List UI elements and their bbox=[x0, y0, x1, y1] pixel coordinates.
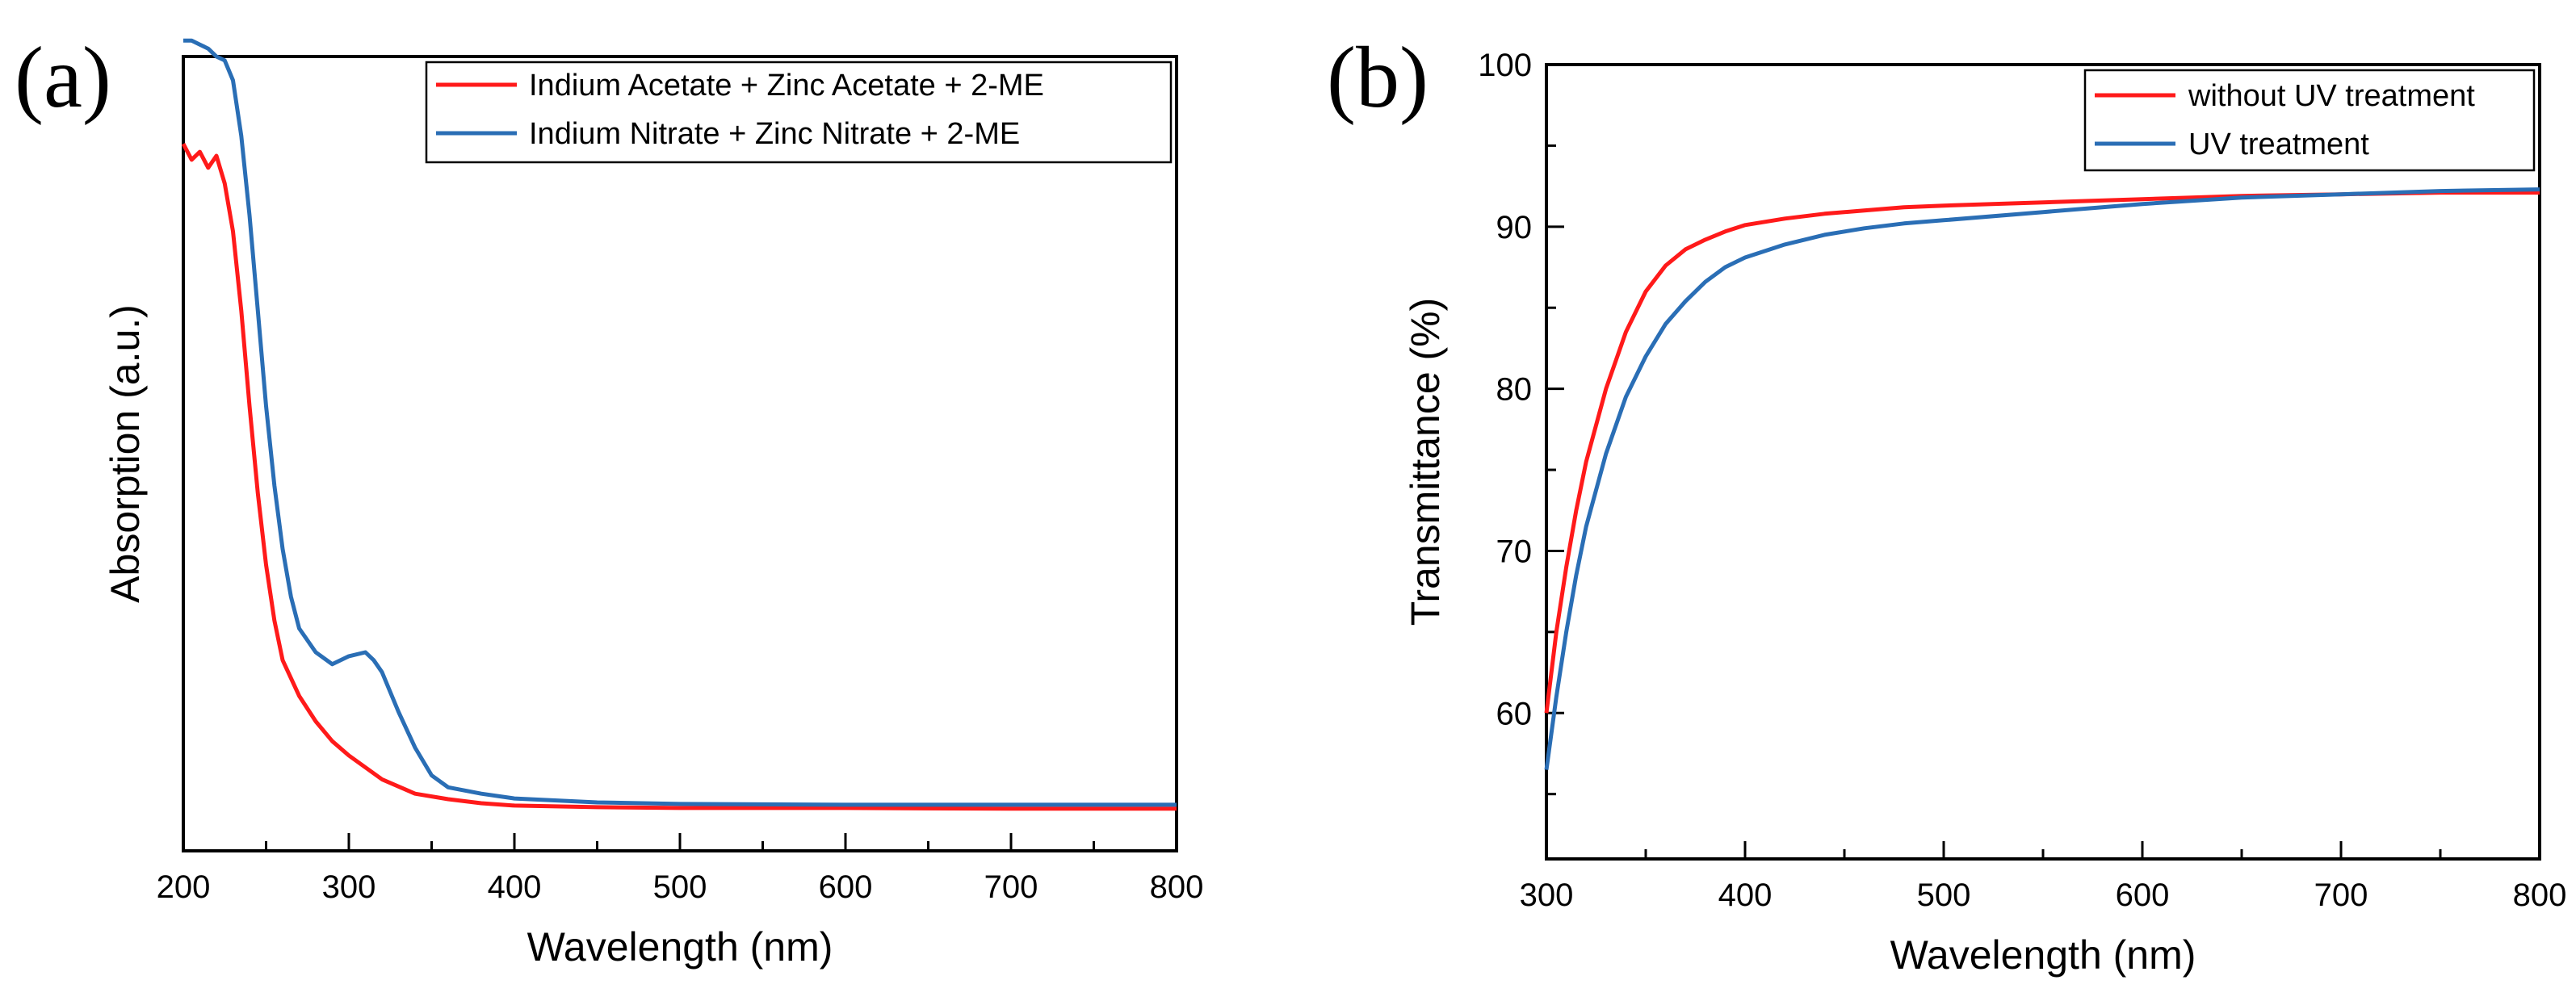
panel-b-x-tick-label-500: 500 bbox=[1917, 877, 1971, 913]
series-line-without-uv-treatment bbox=[1544, 191, 2540, 714]
panel-a: (a) 200 300 400 500 600 700 800 Wavelength (nm… bbox=[15, 30, 1203, 970]
panel-b-legend: without UV treatment UV treatment bbox=[2083, 69, 2536, 172]
panel-a-plot-frame bbox=[182, 55, 1178, 852]
panel-b-label: (b) bbox=[1327, 30, 1429, 126]
panel-b-plot-frame bbox=[1545, 63, 2541, 861]
panel-a-x-tick-label-500: 500 bbox=[653, 869, 707, 905]
panel-a-y-axis-title: Absorption (a.u.) bbox=[103, 304, 148, 603]
series-line-indium-nitrate-zinc-nitrate-2-me bbox=[183, 38, 1177, 807]
panel-b-y-axis-title: Transmittance (%) bbox=[1403, 298, 1448, 626]
panel-a-x-tick-label-700: 700 bbox=[984, 869, 1038, 905]
panel-b-x-tick-label-300: 300 bbox=[1520, 877, 1574, 913]
panel-a-x-tick-label-800: 800 bbox=[1150, 869, 1204, 905]
series-line-uv-treatment bbox=[1544, 187, 2540, 770]
legend-label-uv-treatment: UV treatment bbox=[2188, 128, 2369, 161]
panel-a-legend: Indium Acetate + Zinc Acetate + 2-ME Ind… bbox=[425, 61, 1173, 164]
panel-a-legend-box bbox=[425, 61, 1173, 164]
panel-a-x-tick-label-600: 600 bbox=[819, 869, 873, 905]
panel-b-x-tick-label-700: 700 bbox=[2314, 877, 2368, 913]
panel-b-x-tick-label-400: 400 bbox=[1718, 877, 1773, 913]
panel-b-x-tick-label-600: 600 bbox=[2116, 877, 2170, 913]
panel-b-y-tick-label-70: 70 bbox=[1496, 534, 1533, 569]
panel-a-x-tick-label-200: 200 bbox=[157, 869, 211, 905]
panel-a-x-tick-label-300: 300 bbox=[322, 869, 376, 905]
panel-a-x-axis-title: Wavelength (nm) bbox=[527, 924, 833, 970]
legend-label-indium-nitrate: Indium Nitrate + Zinc Nitrate + 2-ME bbox=[529, 117, 1020, 151]
panel-b-x-tick-label-800: 800 bbox=[2513, 877, 2567, 913]
panel-a-label: (a) bbox=[15, 30, 111, 126]
legend-label-indium-acetate: Indium Acetate + Zinc Acetate + 2-ME bbox=[529, 69, 1044, 103]
panel-a-x-tick-label-400: 400 bbox=[488, 869, 542, 905]
panel-b-y-tick-label-90: 90 bbox=[1496, 210, 1533, 245]
panel-b: (b) 300 400 500 600 700 800 60 70 80 90 100 Wavel… bbox=[1327, 30, 2566, 978]
panel-b-y-tick-label-80: 80 bbox=[1496, 372, 1533, 408]
panel-b-legend-box bbox=[2083, 69, 2536, 172]
panel-b-y-tick-label-60: 60 bbox=[1496, 696, 1533, 731]
panel-b-y-tick-label-100: 100 bbox=[1478, 48, 1532, 83]
legend-label-without-uv: without UV treatment bbox=[2188, 79, 2475, 113]
panel-b-x-axis-title: Wavelength (nm) bbox=[1890, 932, 2196, 978]
series-line-indium-acetate-zinc-acetate-2-me bbox=[181, 143, 1177, 811]
